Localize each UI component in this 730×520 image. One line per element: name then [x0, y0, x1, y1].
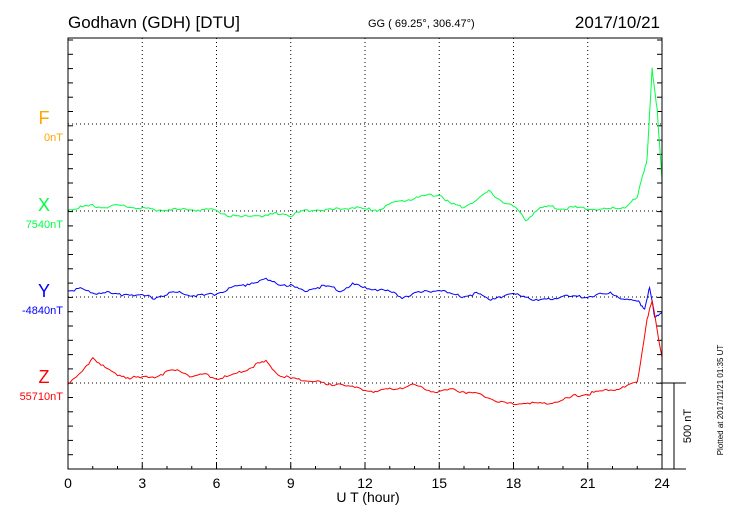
x-tick-label: 24 — [654, 475, 670, 491]
baseline-label-y: -4840nT — [22, 305, 63, 317]
component-label-f: F — [39, 108, 50, 128]
x-tick-label: 9 — [287, 475, 295, 491]
baseline-label-f: 0nT — [44, 132, 63, 144]
component-label-x: X — [38, 195, 50, 215]
series-y-line — [68, 277, 663, 318]
x-ticks: 0 3 6 9 12 15 18 21 24 — [64, 463, 670, 491]
plotted-note: Plotted at 2017/11/21 01:35 UT — [716, 345, 725, 456]
station-coords: GG ( 69.25°, 306.47°) — [368, 18, 475, 30]
x-tick-label: 6 — [213, 475, 221, 491]
station-title: Godhavn (GDH) [DTU] — [68, 13, 240, 32]
x-axis-label: U T (hour) — [336, 489, 399, 505]
date-label: 2017/10/21 — [575, 13, 660, 32]
x-tick-label: 21 — [580, 475, 596, 491]
header: Godhavn (GDH) [DTU] GG ( 69.25°, 306.47°… — [68, 13, 660, 32]
x-tick-label: 12 — [357, 475, 373, 491]
baseline-label-x: 7540nT — [26, 219, 64, 231]
series-layer — [67, 67, 663, 406]
baseline-label-z: 55710nT — [20, 391, 64, 403]
series-z-line — [67, 300, 663, 406]
x-tick-label: 18 — [506, 475, 522, 491]
component-label-y: Y — [38, 281, 50, 301]
x-tick-label: 3 — [138, 475, 146, 491]
x-tick-label: 15 — [431, 475, 447, 491]
scale-bar-label: 500 nT — [682, 409, 694, 444]
component-labels: F 0nT X 7540nT Y -4840nT Z 55710nT — [20, 108, 64, 403]
component-label-z: Z — [39, 367, 50, 387]
series-x-line — [67, 67, 663, 222]
scale-bar: 500 nT — [662, 382, 694, 470]
x-tick-label: 0 — [64, 475, 72, 491]
grid-layer — [68, 38, 662, 470]
